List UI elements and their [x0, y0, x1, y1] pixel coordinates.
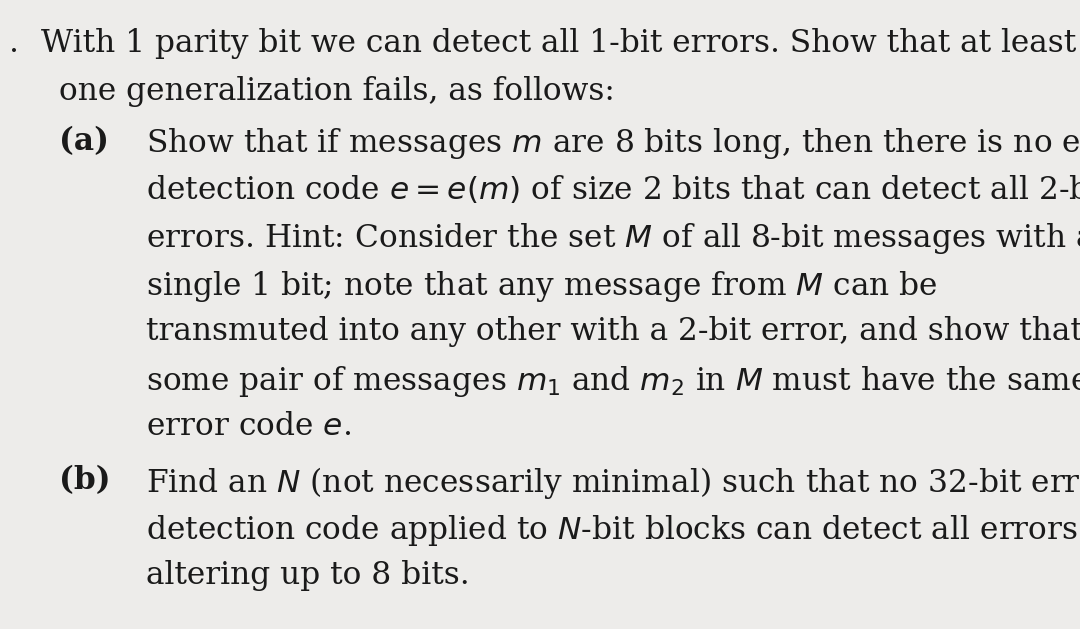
Text: errors. Hint: Consider the set $M$ of all 8-bit messages with a: errors. Hint: Consider the set $M$ of al… [146, 221, 1080, 257]
Text: transmuted into any other with a 2-bit error, and show that: transmuted into any other with a 2-bit e… [146, 316, 1080, 347]
Text: error code $e$.: error code $e$. [146, 411, 351, 442]
Text: (a): (a) [59, 126, 109, 157]
Text: one generalization fails, as follows:: one generalization fails, as follows: [59, 76, 616, 107]
Text: With 1 parity bit we can detect all 1-bit errors. Show that at least: With 1 parity bit we can detect all 1-bi… [41, 28, 1077, 59]
Text: some pair of messages $m_1$ and $m_2$ in $M$ must have the same: some pair of messages $m_1$ and $m_2$ in… [146, 364, 1080, 399]
Text: (b): (b) [59, 465, 111, 496]
Text: detection code $e = e(m)$ of size 2 bits that can detect all 2-bit: detection code $e = e(m)$ of size 2 bits… [146, 174, 1080, 206]
Text: Show that if messages $m$ are 8 bits long, then there is no error: Show that if messages $m$ are 8 bits lon… [146, 126, 1080, 162]
Text: altering up to 8 bits.: altering up to 8 bits. [146, 560, 470, 591]
Text: detection code applied to $N$-bit blocks can detect all errors: detection code applied to $N$-bit blocks… [146, 513, 1078, 548]
Text: .: . [9, 28, 18, 59]
Text: Find an $N$ (not necessarily minimal) such that no 32-bit error: Find an $N$ (not necessarily minimal) su… [146, 465, 1080, 501]
Text: single 1 bit; note that any message from $M$ can be: single 1 bit; note that any message from… [146, 269, 937, 304]
